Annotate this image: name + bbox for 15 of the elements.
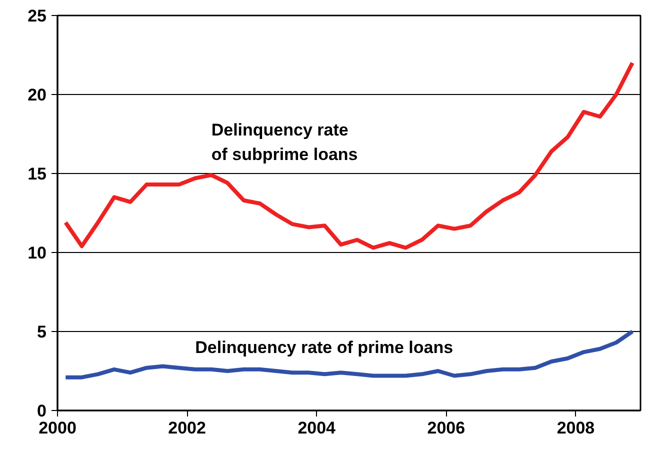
y-tick-label: 5 <box>37 322 47 342</box>
line-series <box>64 60 634 250</box>
series-label: Delinquency rate of prime loans <box>195 338 454 357</box>
x-tick-label: 2004 <box>298 418 336 438</box>
series-label: Delinquency rate of subprime loans <box>211 120 358 164</box>
y-tick-label: 20 <box>28 86 47 104</box>
x-tick-label: 2008 <box>556 418 595 438</box>
y-tick-label: 10 <box>28 244 47 262</box>
y-tick-label: 15 <box>28 164 47 184</box>
x-tick-label: 2006 <box>427 418 466 438</box>
y-tick-label: 25 <box>28 6 47 26</box>
x-tick-label: 2000 <box>38 418 76 438</box>
x-tick-label: 2002 <box>168 418 206 438</box>
line-series <box>64 330 634 380</box>
y-tick-label: 0 <box>37 402 47 420</box>
